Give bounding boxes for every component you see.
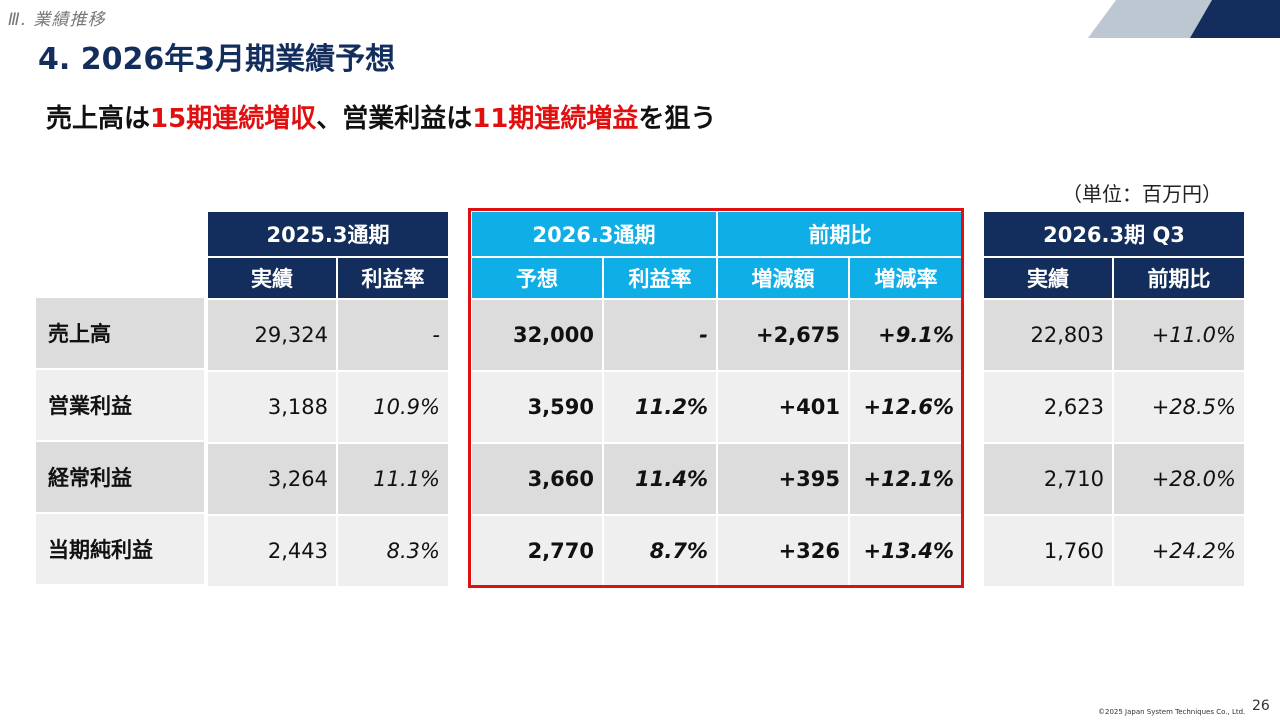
fy2025-margin-cell: 11.1% bbox=[338, 444, 448, 514]
page-number: 26 bbox=[1252, 698, 1270, 714]
section-label: Ⅲ. 業績推移 bbox=[8, 10, 106, 30]
headline-part3: 、営業利益は bbox=[316, 104, 473, 134]
fy2025-margin-cell: - bbox=[338, 300, 448, 370]
yoy-change-cell: +401 bbox=[718, 372, 848, 442]
yoy-rate-cell: +9.1% bbox=[850, 300, 962, 370]
q3-actual-cell: 2,710 bbox=[984, 444, 1112, 514]
fy2026-col-margin: 利益率 bbox=[604, 258, 716, 298]
yoy-change-cell: +2,675 bbox=[718, 300, 848, 370]
yoy-col-rate: 増減率 bbox=[850, 258, 962, 298]
q3-actual-cell: 1,760 bbox=[984, 516, 1112, 586]
row-label-operating-profit: 営業利益 bbox=[36, 370, 204, 440]
fy2026-margin-cell: - bbox=[604, 300, 716, 370]
fy2026-forecast-cell: 32,000 bbox=[472, 300, 602, 370]
headline-highlight-profit: 11期連続増益 bbox=[472, 104, 639, 134]
q3-yoy-cell: +28.5% bbox=[1114, 372, 1244, 442]
unit-note: （単位：百万円） bbox=[1062, 182, 1222, 206]
fy2026-forecast-cell: 3,660 bbox=[472, 444, 602, 514]
yoy-rate-cell: +12.6% bbox=[850, 372, 962, 442]
fy2025-margin-cell: 10.9% bbox=[338, 372, 448, 442]
fy2025-header: 2025.3通期 bbox=[208, 212, 448, 256]
copyright: ©2025 Japan System Techniques Co., Ltd. bbox=[1098, 708, 1246, 716]
row-label-ordinary-profit: 経常利益 bbox=[36, 442, 204, 512]
fy2025-actual-cell: 29,324 bbox=[208, 300, 336, 370]
fy2025-margin-cell: 8.3% bbox=[338, 516, 448, 586]
fy2026-margin-cell: 11.2% bbox=[604, 372, 716, 442]
q3-yoy-cell: +24.2% bbox=[1114, 516, 1244, 586]
fy2025-actual-cell: 3,264 bbox=[208, 444, 336, 514]
fy2026-forecast-cell: 2,770 bbox=[472, 516, 602, 586]
fy2026-forecast-table: 2026.3通期 前期比 予想 利益率 増減額 増減率 32,000 - +2,… bbox=[472, 212, 962, 586]
headline-part1: 売上高は bbox=[46, 104, 151, 134]
row-label-revenue: 売上高 bbox=[36, 298, 204, 368]
fy2025-actual-cell: 3,188 bbox=[208, 372, 336, 442]
q3-table: 2026.3期 Q3 実績 前期比 22,803 +11.0% 2,623 +2… bbox=[984, 212, 1244, 586]
fy2025-table: 2025.3通期 実績 利益率 29,324 - 3,188 10.9% 3,2… bbox=[208, 212, 448, 586]
page-title: 4. 2026年3月期業績予想 bbox=[38, 42, 396, 77]
yoy-change-cell: +326 bbox=[718, 516, 848, 586]
q3-actual-cell: 22,803 bbox=[984, 300, 1112, 370]
fy2026-margin-cell: 11.4% bbox=[604, 444, 716, 514]
headline-highlight-revenue: 15期連続増収 bbox=[150, 104, 317, 134]
headline-part5: を狙う bbox=[638, 104, 717, 134]
yoy-rate-cell: +13.4% bbox=[850, 516, 962, 586]
q3-yoy-cell: +11.0% bbox=[1114, 300, 1244, 370]
fy2026-margin-cell: 8.7% bbox=[604, 516, 716, 586]
row-label-column: 売上高 営業利益 経常利益 当期純利益 bbox=[36, 298, 204, 584]
headline: 売上高は15期連続増収、営業利益は11期連続増益を狙う bbox=[46, 98, 716, 135]
q3-col-yoy: 前期比 bbox=[1114, 258, 1244, 298]
fy2025-col-actual: 実績 bbox=[208, 258, 336, 298]
yoy-rate-cell: +12.1% bbox=[850, 444, 962, 514]
yoy-header: 前期比 bbox=[718, 212, 962, 256]
fy2026-forecast-cell: 3,590 bbox=[472, 372, 602, 442]
q3-yoy-cell: +28.0% bbox=[1114, 444, 1244, 514]
q3-header: 2026.3期 Q3 bbox=[984, 212, 1244, 256]
fy2025-actual-cell: 2,443 bbox=[208, 516, 336, 586]
yoy-col-change: 増減額 bbox=[718, 258, 848, 298]
q3-actual-cell: 2,623 bbox=[984, 372, 1112, 442]
fy2026-col-forecast: 予想 bbox=[472, 258, 602, 298]
q3-col-actual: 実績 bbox=[984, 258, 1112, 298]
row-label-net-profit: 当期純利益 bbox=[36, 514, 204, 584]
fy2026-header: 2026.3通期 bbox=[472, 212, 716, 256]
fy2025-col-margin: 利益率 bbox=[338, 258, 448, 298]
yoy-change-cell: +395 bbox=[718, 444, 848, 514]
